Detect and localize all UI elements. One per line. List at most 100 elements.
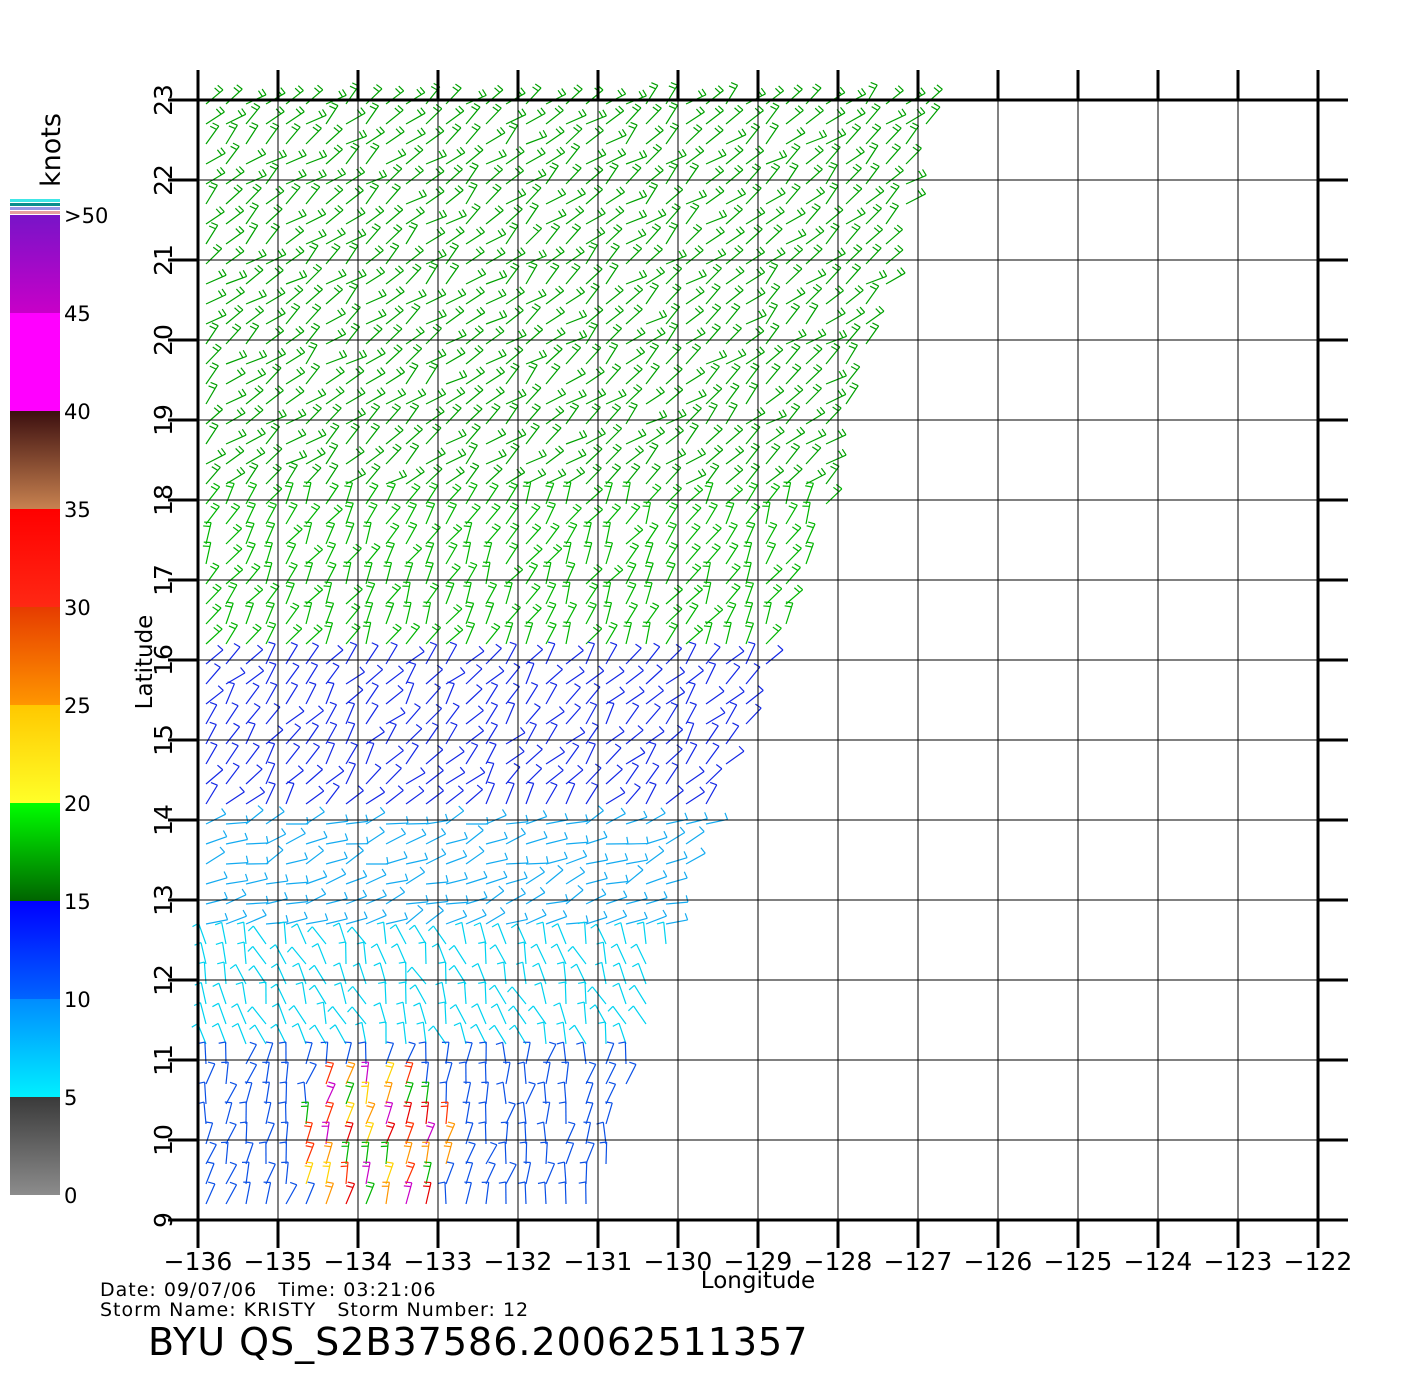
wind-barb	[605, 909, 628, 925]
wind-barb	[425, 541, 435, 565]
wind-barb	[245, 122, 259, 145]
wind-barb	[265, 307, 286, 325]
wind-barb	[465, 162, 479, 185]
wind-barb	[865, 282, 880, 305]
wind-barb	[325, 561, 337, 585]
wind-barb	[665, 448, 687, 465]
wind-barb	[265, 265, 284, 285]
wind-barb	[765, 122, 779, 145]
wind-barb	[505, 481, 518, 505]
wind-barb	[245, 1141, 254, 1165]
wind-barb	[405, 1161, 416, 1185]
wind-barb	[545, 327, 566, 345]
wind-barb	[565, 866, 586, 885]
wind-barb	[525, 831, 548, 845]
wind-barb	[705, 283, 721, 305]
wind-barb	[245, 222, 259, 245]
wind-barb	[525, 661, 535, 685]
wind-barb	[245, 404, 264, 425]
wind-barb	[565, 205, 585, 225]
wind-barb	[625, 284, 644, 305]
wind-barb	[465, 816, 489, 825]
wind-barb	[845, 107, 866, 125]
wind-barb	[425, 722, 439, 745]
wind-barb	[385, 1061, 395, 1085]
wind-barb	[745, 346, 765, 365]
storm-name-label: Storm Name:	[100, 1299, 237, 1321]
wind-barb	[645, 182, 659, 205]
wind-barb	[525, 908, 547, 925]
wind-barb	[610, 943, 627, 965]
wind-barb	[905, 106, 926, 125]
wind-barb	[545, 706, 565, 725]
wind-barb	[685, 202, 700, 225]
wind-barb	[345, 467, 367, 485]
wind-barb	[325, 644, 344, 665]
wind-barb	[485, 665, 505, 685]
wind-barb	[585, 888, 607, 905]
wind-barb	[425, 185, 445, 205]
wind-barb	[602, 581, 612, 605]
wind-barb	[628, 984, 647, 1005]
wind-barb	[565, 367, 586, 385]
wind-barb	[444, 1061, 453, 1085]
wind-barb	[214, 921, 227, 945]
wind-barb	[545, 581, 557, 605]
wind-barb	[765, 465, 785, 485]
wind-barb	[235, 981, 247, 1005]
wind-barb	[405, 724, 423, 745]
wind-barb	[325, 386, 345, 405]
wind-barb	[525, 449, 547, 465]
wind-barb	[205, 166, 226, 185]
wind-barb	[485, 643, 502, 665]
wind-barb	[385, 1041, 395, 1065]
wind-barb	[645, 725, 665, 745]
wind-barb	[205, 830, 228, 845]
wind-barb	[585, 564, 603, 585]
lat-tick-label: 11	[149, 1044, 178, 1076]
wind-barb	[327, 1006, 347, 1025]
wind-barb	[485, 127, 506, 145]
wind-barb	[605, 743, 622, 765]
wind-barb	[405, 894, 429, 905]
wind-barb	[385, 425, 404, 445]
wind-barb	[725, 424, 744, 445]
wind-barb	[885, 108, 907, 125]
wind-barb	[325, 782, 340, 805]
wind-barb	[236, 921, 247, 945]
wind-barb	[705, 165, 725, 185]
wind-barb	[481, 1081, 489, 1105]
wind-barb	[825, 403, 842, 425]
wind-barb	[625, 643, 642, 665]
wind-barb	[365, 422, 380, 445]
lon-tick-label: −125	[1044, 1247, 1113, 1276]
wind-barb	[665, 302, 681, 325]
wind-barb	[445, 105, 465, 125]
wind-barb	[225, 445, 245, 465]
wind-barb	[525, 403, 541, 425]
wind-barb	[605, 342, 619, 365]
wind-barb	[530, 943, 547, 965]
wind-barb	[705, 384, 723, 405]
wind-barb	[347, 1006, 367, 1025]
wind-barb	[545, 285, 565, 305]
wind-barb	[625, 911, 648, 925]
wind-barb	[745, 685, 764, 705]
wind-barb	[625, 103, 642, 125]
wind-barb	[385, 183, 401, 205]
wind-barb	[545, 88, 567, 105]
wind-barb	[545, 481, 555, 505]
wind-barb	[745, 703, 762, 725]
wind-barb	[565, 1141, 575, 1165]
wind-barb	[685, 447, 707, 465]
wind-barb	[685, 701, 697, 725]
wind-barb	[325, 227, 346, 245]
wind-barb	[587, 986, 607, 1005]
wind-barb	[565, 163, 582, 185]
wind-barb	[345, 641, 358, 665]
wind-barb	[765, 224, 783, 245]
wind-barb	[305, 322, 321, 345]
wind-barb	[625, 783, 641, 805]
wind-barb	[545, 146, 566, 165]
wind-barb	[743, 541, 753, 565]
